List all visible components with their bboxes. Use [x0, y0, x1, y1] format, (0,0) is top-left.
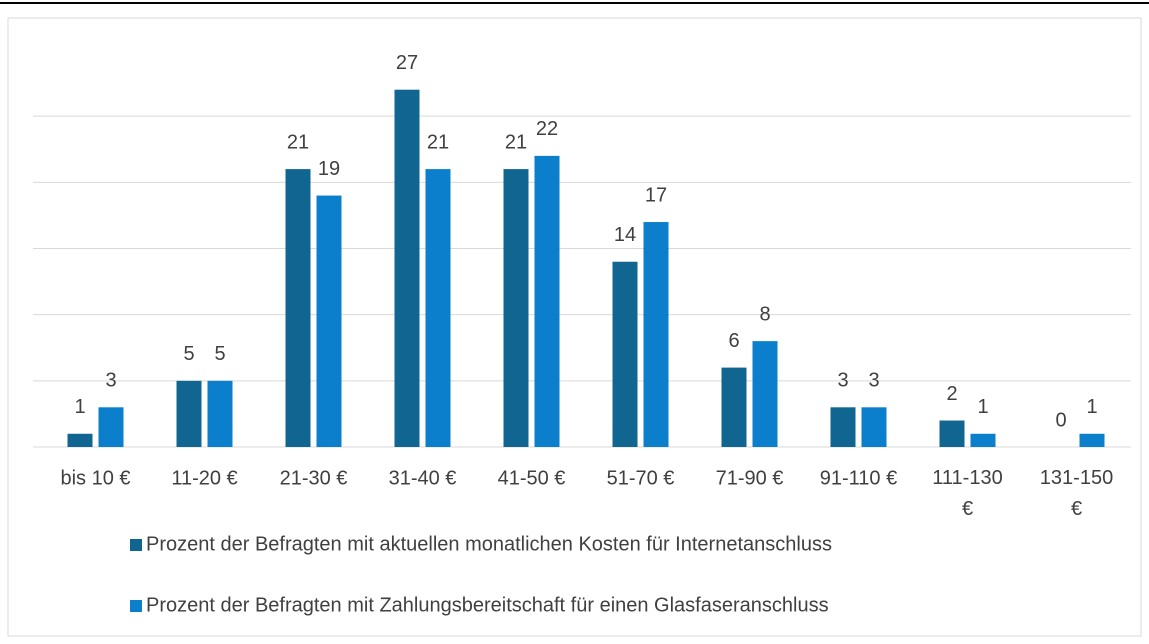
bar [1079, 433, 1105, 447]
x-tick-label: 131-150 € [1040, 467, 1113, 520]
x-tick-label: 91-110 € [820, 467, 897, 489]
x-tick-label: 11-20 € [171, 467, 237, 489]
data-label: 1 [977, 396, 988, 418]
bar [176, 380, 202, 447]
data-label: 1 [74, 396, 85, 418]
legend-swatch [130, 539, 142, 551]
legend-label: Prozent der Befragten mit aktuellen mona… [146, 533, 832, 555]
data-label: 6 [728, 330, 739, 352]
data-label: 19 [318, 158, 340, 180]
data-label: 5 [183, 343, 194, 365]
data-label: 3 [105, 370, 116, 392]
data-label: 2 [946, 383, 957, 405]
bar [643, 222, 669, 447]
data-label: 22 [536, 118, 558, 140]
bar [970, 433, 996, 447]
x-tick-label-line: 111-130 [932, 467, 1002, 489]
bar [503, 169, 529, 447]
x-tick-label: 51-70 € [607, 467, 675, 489]
bar [721, 367, 747, 447]
bar [98, 407, 124, 447]
data-label: 17 [645, 184, 667, 206]
data-label: 0 [1055, 409, 1066, 431]
bar [612, 261, 638, 447]
data-label: 5 [214, 343, 225, 365]
bar [861, 407, 887, 447]
data-label: 3 [837, 370, 848, 392]
x-tick-label: 71-90 € [716, 467, 784, 489]
bar [285, 169, 311, 447]
data-label: 8 [759, 303, 770, 325]
data-label: 27 [396, 52, 418, 74]
legend-label: Prozent der Befragten mit Zahlungsbereit… [146, 594, 829, 616]
bar [830, 407, 856, 447]
data-label: 14 [614, 224, 636, 246]
x-tick-label: 31-40 € [389, 467, 457, 489]
x-tick-label: 21-30 € [280, 467, 348, 489]
data-label: 21 [505, 131, 527, 153]
data-label: 3 [868, 370, 879, 392]
x-tick-label-line: € [962, 498, 973, 520]
data-label: 21 [427, 131, 449, 153]
x-tick-label: bis 10 € [60, 467, 130, 489]
x-tick-label: 41-50 € [498, 467, 566, 489]
bar [67, 433, 93, 447]
bar [534, 155, 560, 447]
bar [207, 380, 233, 447]
bar [316, 195, 342, 447]
x-tick-label-line: € [1071, 498, 1082, 520]
bar [752, 341, 778, 447]
chart-frame [7, 17, 1142, 637]
x-tick-label-line: 131-150 [1040, 467, 1113, 489]
bar [394, 89, 420, 447]
legend-swatch [130, 600, 142, 612]
bar [425, 169, 451, 447]
x-tick-label: 111-130 € [932, 467, 1002, 520]
bar [939, 420, 965, 447]
data-label: 21 [287, 131, 309, 153]
data-label: 1 [1086, 396, 1097, 418]
